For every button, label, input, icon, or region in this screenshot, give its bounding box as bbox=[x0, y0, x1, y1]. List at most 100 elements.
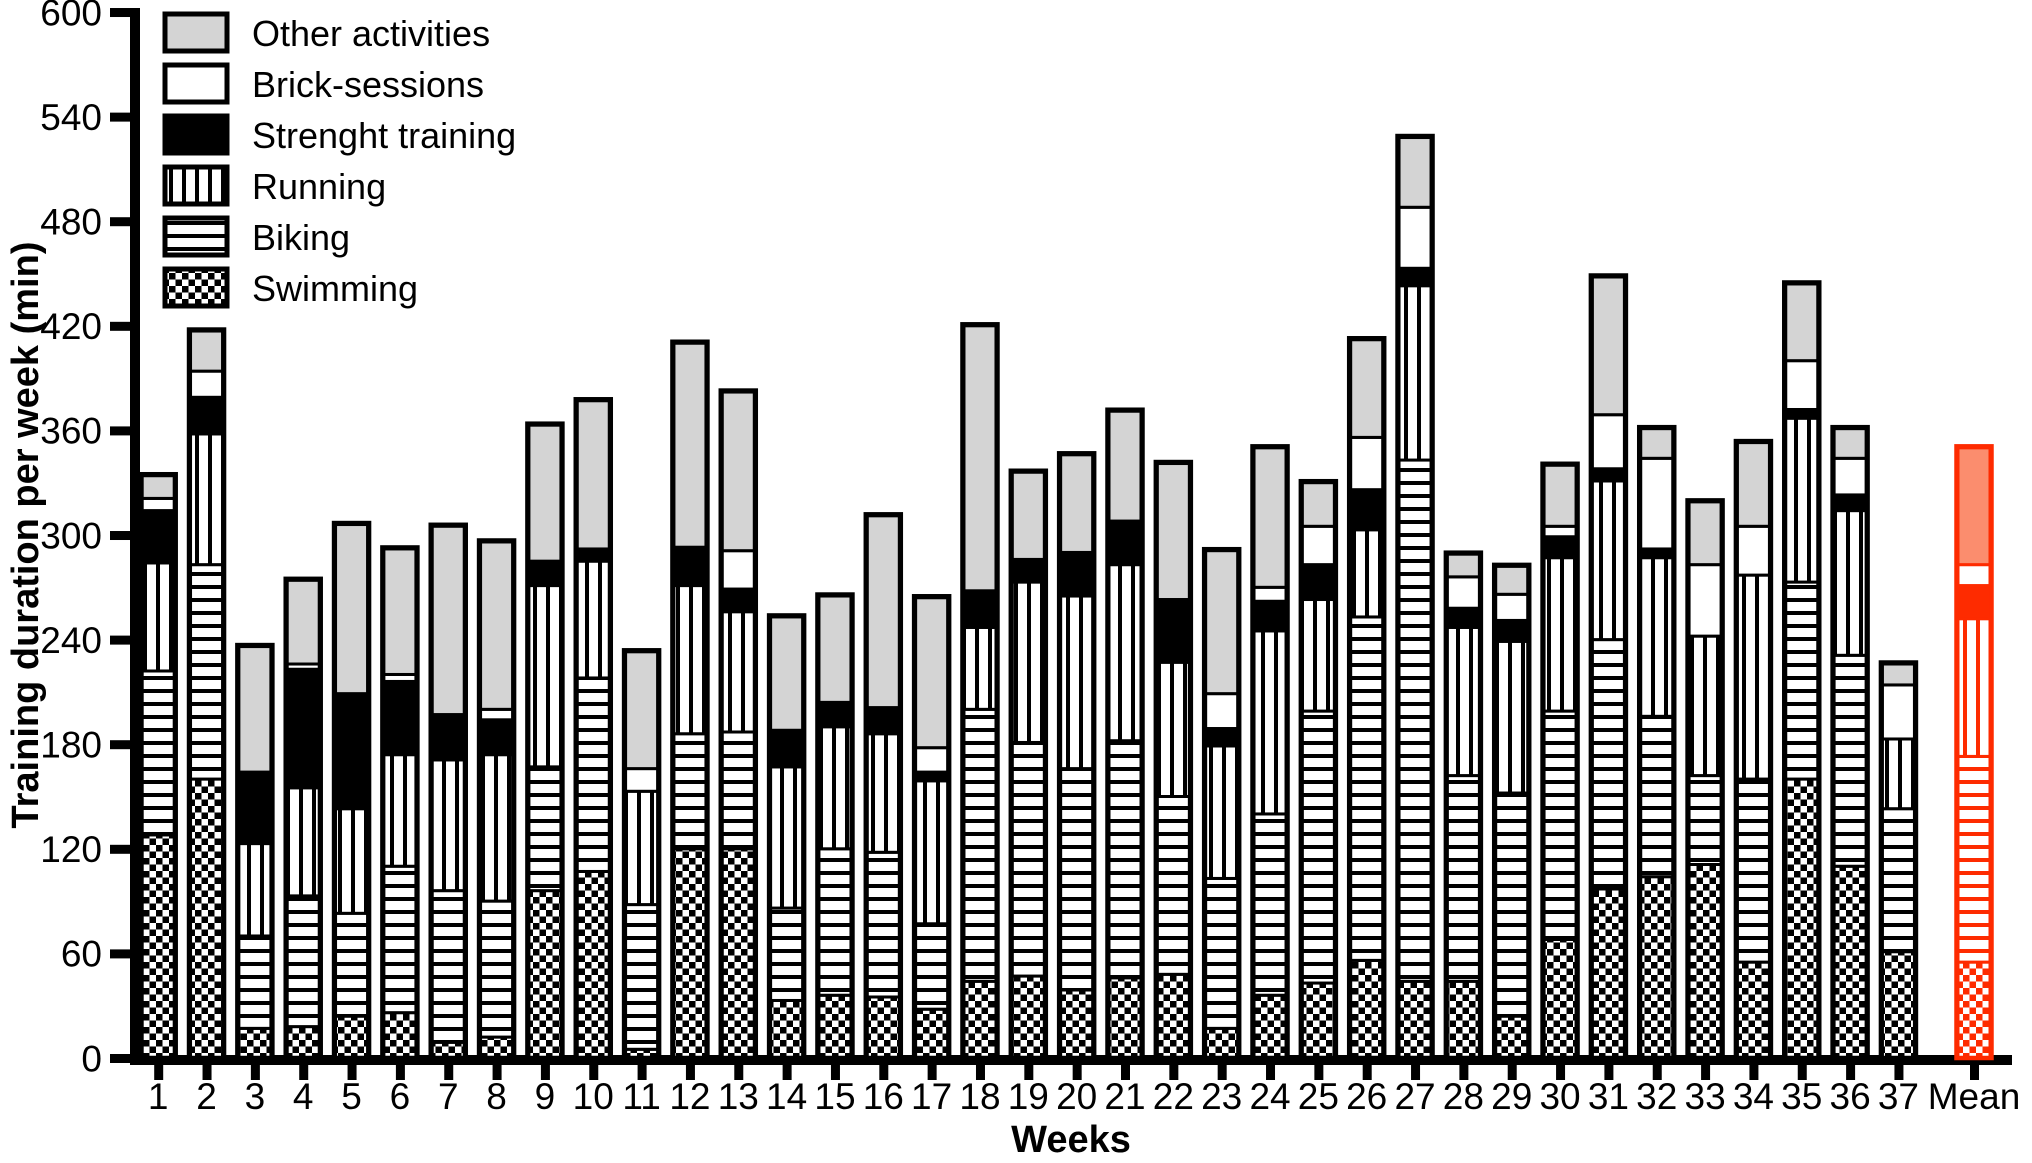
x-tick-27 bbox=[1411, 1065, 1421, 1080]
bar-week-9 bbox=[525, 421, 565, 1061]
segment-other-activities bbox=[334, 523, 370, 696]
x-tick-22 bbox=[1169, 1065, 1179, 1080]
x-tick-4 bbox=[299, 1065, 309, 1080]
x-tick-20 bbox=[1072, 1065, 1082, 1080]
bar-week-34 bbox=[1733, 438, 1774, 1061]
y-tick-label-0: 0 bbox=[81, 1038, 102, 1079]
x-tick-7 bbox=[444, 1065, 454, 1080]
segment-other-activities bbox=[1956, 446, 1992, 567]
segment-strenght-training bbox=[1155, 598, 1191, 664]
segment-biking bbox=[1107, 739, 1143, 980]
segment-biking bbox=[285, 894, 321, 1029]
segment-other-activities bbox=[1349, 338, 1385, 439]
segment-running bbox=[1542, 556, 1578, 713]
segment-running bbox=[1687, 634, 1723, 778]
segment-running bbox=[1639, 556, 1675, 718]
segment-running bbox=[1010, 580, 1046, 744]
segment-swimming bbox=[430, 1040, 466, 1060]
segment-biking bbox=[1494, 791, 1530, 1018]
segment-biking bbox=[1349, 615, 1385, 962]
x-tick-label-21: 21 bbox=[1104, 1076, 1145, 1117]
y-tick-300 bbox=[110, 531, 131, 541]
segment-running bbox=[720, 610, 756, 734]
bar-week-20 bbox=[1056, 451, 1097, 1061]
y-tick-480 bbox=[110, 217, 131, 227]
segment-strenght-training bbox=[1300, 563, 1336, 602]
segment-other-activities bbox=[1880, 662, 1916, 687]
legend-label: Swimming bbox=[252, 268, 418, 309]
x-tick-5 bbox=[347, 1065, 357, 1080]
y-tick-0 bbox=[110, 1054, 131, 1063]
segment-brick-sessions bbox=[1397, 205, 1433, 270]
x-tick-label-1: 1 bbox=[148, 1076, 169, 1117]
segment-other-activities bbox=[865, 514, 901, 710]
segment-running bbox=[1204, 744, 1240, 880]
x-tick-30 bbox=[1556, 1065, 1566, 1080]
bar-outline bbox=[476, 538, 517, 1061]
bar-week-19 bbox=[1008, 468, 1049, 1061]
segment-other-activities bbox=[575, 399, 611, 551]
x-tick-label-37: 37 bbox=[1878, 1076, 1919, 1117]
segment-other-activities bbox=[1590, 275, 1626, 417]
x-tick-19 bbox=[1024, 1065, 1034, 1080]
x-tick-1 bbox=[154, 1065, 164, 1080]
segment-brick-sessions bbox=[720, 549, 756, 591]
bar-week-14 bbox=[766, 613, 807, 1061]
segment-running bbox=[1300, 598, 1336, 713]
segment-biking bbox=[914, 922, 950, 1011]
bar-outline bbox=[1395, 133, 1435, 1061]
segment-brick-sessions bbox=[1445, 575, 1481, 610]
x-tick-16 bbox=[879, 1065, 889, 1080]
segment-swimming bbox=[285, 1025, 321, 1060]
segment-swimming bbox=[1832, 864, 1868, 1060]
segment-strenght-training bbox=[527, 559, 563, 588]
bar-week-30 bbox=[1540, 461, 1580, 1061]
x-tick-label-9: 9 bbox=[535, 1076, 556, 1117]
segment-strenght-training bbox=[1252, 599, 1288, 633]
x-tick-9 bbox=[540, 1065, 550, 1080]
bar-outline bbox=[1733, 438, 1774, 1061]
bar-week-6 bbox=[380, 545, 420, 1061]
segment-strenght-training bbox=[1445, 606, 1481, 629]
segment-swimming bbox=[1956, 960, 1992, 1060]
x-tick-label-18: 18 bbox=[959, 1076, 1000, 1117]
segment-other-activities bbox=[1300, 481, 1336, 528]
segment-strenght-training bbox=[720, 587, 756, 614]
segment-swimming bbox=[1880, 950, 1916, 1060]
legend-label: Strenght training bbox=[252, 115, 516, 156]
segment-brick-sessions bbox=[1590, 413, 1626, 471]
bar-outline bbox=[1443, 550, 1484, 1061]
bar-outline bbox=[235, 642, 275, 1061]
x-tick-12 bbox=[685, 1065, 695, 1080]
bar-outline bbox=[1153, 459, 1194, 1061]
segment-running bbox=[1956, 617, 1992, 758]
segment-running bbox=[1107, 563, 1143, 743]
x-tick-37 bbox=[1894, 1065, 1904, 1080]
segment-biking bbox=[1204, 876, 1240, 1030]
x-tick-15 bbox=[830, 1065, 840, 1080]
segment-swimming bbox=[1059, 988, 1095, 1060]
x-tick-label-32: 32 bbox=[1636, 1076, 1677, 1117]
segment-other-activities bbox=[720, 390, 756, 553]
segment-other-activities bbox=[1784, 282, 1820, 363]
x-tick-label-35: 35 bbox=[1781, 1076, 1822, 1117]
x-tick-label-29: 29 bbox=[1491, 1076, 1532, 1117]
segment-strenght-training bbox=[1542, 535, 1578, 560]
segment-biking bbox=[1010, 740, 1046, 978]
x-axis-ticks: 1 2 3 4 5 6 7 8 9 10 11 12 13 14 15 16 17 18 19 20 21 22 23 24 2… bbox=[148, 1065, 2020, 1117]
y-tick-label-600: 600 bbox=[40, 0, 102, 33]
bar-week-27 bbox=[1395, 133, 1435, 1061]
bar-week-32 bbox=[1636, 424, 1677, 1061]
segment-running bbox=[1445, 625, 1481, 778]
segment-biking bbox=[575, 676, 611, 873]
bar-week-22 bbox=[1153, 459, 1194, 1061]
segment-other-activities bbox=[1687, 500, 1723, 567]
segment-other-activities bbox=[189, 329, 225, 373]
segment-running bbox=[479, 753, 515, 903]
bar-week-13 bbox=[718, 388, 759, 1061]
x-tick-label-28: 28 bbox=[1443, 1076, 1484, 1117]
bar-week-15 bbox=[815, 592, 855, 1061]
segment-other-activities bbox=[1832, 427, 1868, 460]
segment-swimming bbox=[914, 1007, 950, 1060]
y-tick-360 bbox=[110, 426, 131, 436]
